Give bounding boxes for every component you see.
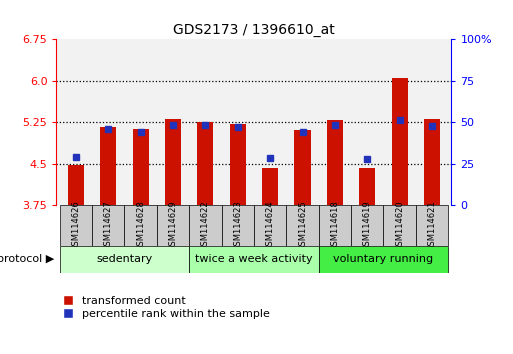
Bar <box>327 120 343 205</box>
Text: GSM114618: GSM114618 <box>330 200 340 251</box>
Text: GSM114628: GSM114628 <box>136 200 145 251</box>
Legend: transformed count, percentile rank within the sample: transformed count, percentile rank withi… <box>57 296 270 319</box>
Text: GSM114621: GSM114621 <box>427 200 437 251</box>
Text: GSM114625: GSM114625 <box>298 200 307 251</box>
Bar <box>189 205 222 246</box>
Bar <box>198 122 213 205</box>
Bar <box>60 205 92 246</box>
Bar <box>230 124 246 205</box>
Text: GSM114623: GSM114623 <box>233 200 242 251</box>
Bar <box>60 246 189 273</box>
Bar <box>189 246 319 273</box>
Bar <box>359 168 376 205</box>
Bar <box>262 167 278 205</box>
Text: twice a week activity: twice a week activity <box>195 254 313 264</box>
Bar <box>391 78 408 205</box>
Title: GDS2173 / 1396610_at: GDS2173 / 1396610_at <box>173 23 335 36</box>
Bar <box>424 119 440 205</box>
Text: GSM114619: GSM114619 <box>363 200 372 251</box>
Bar <box>132 129 149 205</box>
Text: protocol ▶: protocol ▶ <box>0 254 54 264</box>
Bar <box>294 131 310 205</box>
Text: GSM114624: GSM114624 <box>266 200 274 251</box>
Text: sedentary: sedentary <box>96 254 152 264</box>
Bar <box>351 205 383 246</box>
Bar <box>383 205 416 246</box>
Bar <box>157 205 189 246</box>
Text: GSM114620: GSM114620 <box>395 200 404 251</box>
Bar <box>125 205 157 246</box>
Bar <box>100 127 116 205</box>
Bar <box>319 246 448 273</box>
Bar <box>222 205 254 246</box>
Bar <box>92 205 125 246</box>
Text: GSM114627: GSM114627 <box>104 200 113 251</box>
Bar <box>165 119 181 205</box>
Bar <box>416 205 448 246</box>
Text: voluntary running: voluntary running <box>333 254 433 264</box>
Bar <box>319 205 351 246</box>
Text: GSM114626: GSM114626 <box>71 200 81 251</box>
Text: GSM114629: GSM114629 <box>168 200 177 251</box>
Bar <box>254 205 286 246</box>
Bar <box>286 205 319 246</box>
Text: GSM114622: GSM114622 <box>201 200 210 251</box>
Bar <box>68 165 84 205</box>
